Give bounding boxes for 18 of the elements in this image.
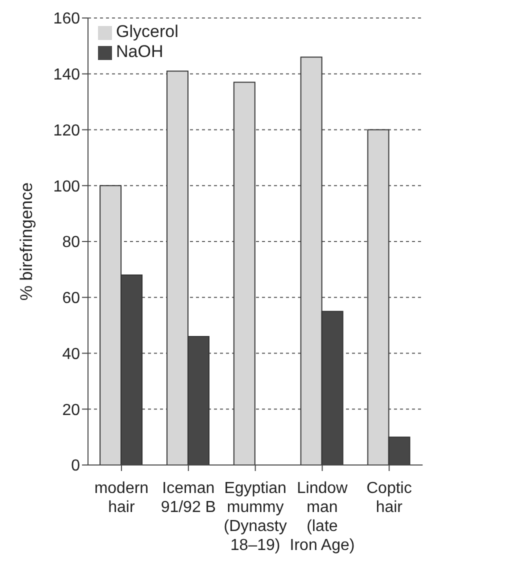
x-tick-label: Coptic hair bbox=[366, 480, 412, 516]
legend-label: NaOH bbox=[116, 42, 164, 61]
y-tick-label: 20 bbox=[62, 402, 80, 419]
y-axis-title: % birefringence bbox=[17, 182, 36, 301]
y-tick-label: 160 bbox=[53, 10, 80, 28]
y-tick-label: 0 bbox=[71, 458, 80, 475]
x-tick-label: Egyptian mummy (Dynasty 18–19) bbox=[224, 480, 287, 554]
y-tick-label: 80 bbox=[62, 234, 80, 252]
x-tick-label: Lindow man (late Iron Age) bbox=[290, 480, 355, 554]
y-tick-label: 60 bbox=[62, 290, 80, 308]
y-tick-label: 100 bbox=[53, 178, 80, 196]
bar bbox=[233, 82, 256, 465]
legend-label: Glycerol bbox=[116, 22, 178, 41]
x-tick-label: modern hair bbox=[94, 480, 149, 516]
y-tick-label: 40 bbox=[62, 346, 80, 363]
y-tick-label: 140 bbox=[53, 66, 80, 84]
y-tick-label: 120 bbox=[53, 122, 80, 140]
x-tick-label: Iceman 91/92 B bbox=[160, 480, 216, 516]
